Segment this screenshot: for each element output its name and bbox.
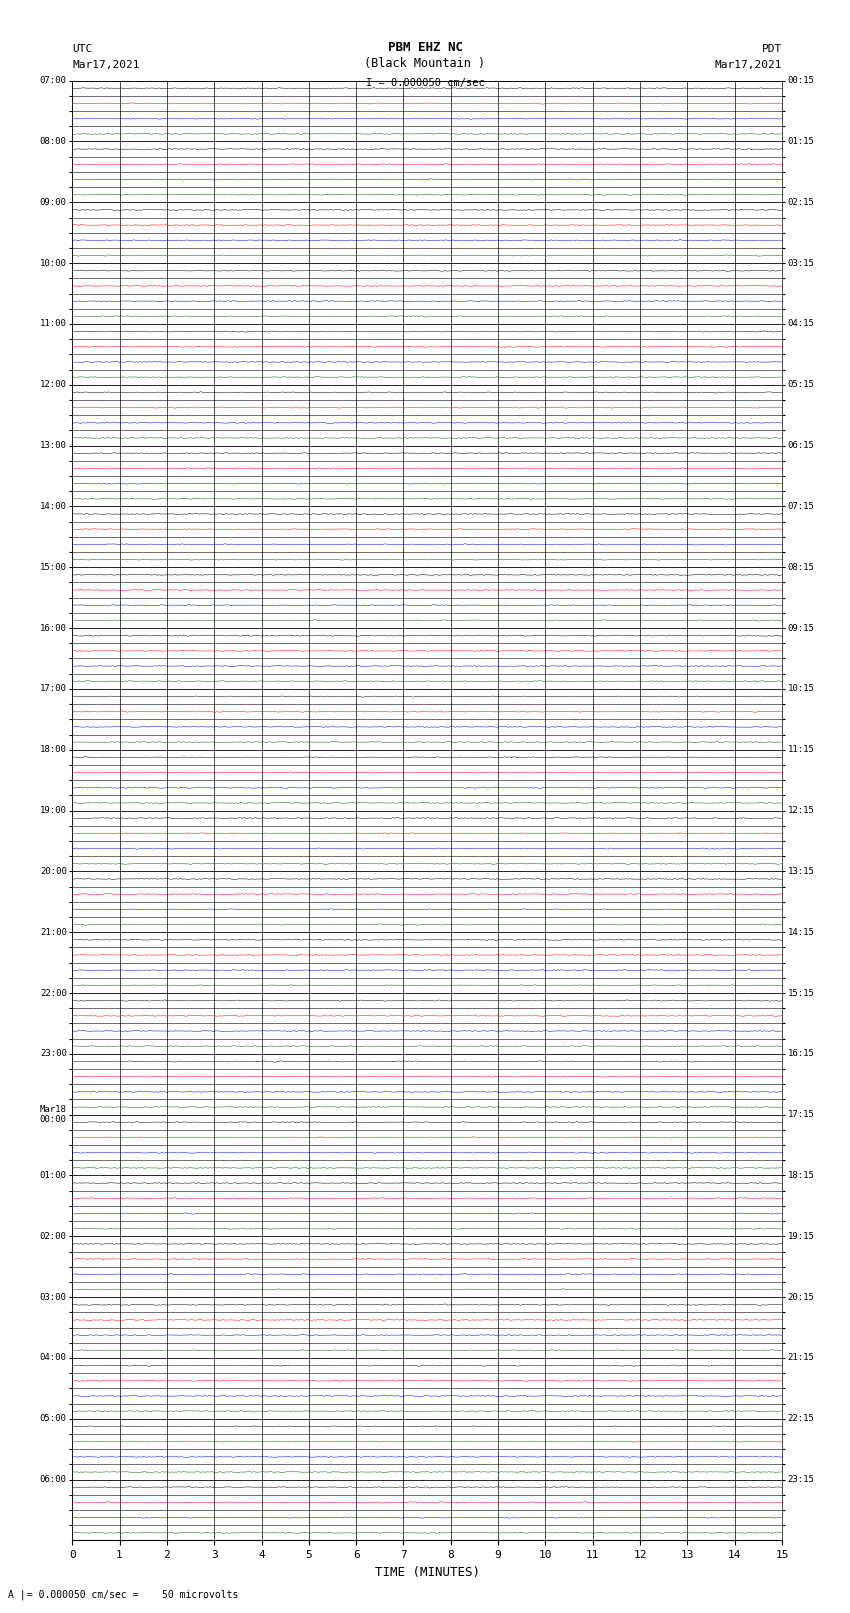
Text: (Black Mountain ): (Black Mountain ) (365, 56, 485, 71)
Text: Mar17,2021: Mar17,2021 (715, 60, 782, 71)
X-axis label: TIME (MINUTES): TIME (MINUTES) (375, 1566, 479, 1579)
Text: PDT: PDT (762, 44, 782, 53)
Text: PBM EHZ NC: PBM EHZ NC (388, 40, 462, 53)
Text: Mar17,2021: Mar17,2021 (72, 60, 139, 71)
Text: = 0.000050 cm/sec =    50 microvolts: = 0.000050 cm/sec = 50 microvolts (21, 1590, 239, 1600)
Text: I = 0.000050 cm/sec: I = 0.000050 cm/sec (366, 77, 484, 87)
Text: A |: A | (8, 1589, 26, 1600)
Text: UTC: UTC (72, 44, 93, 53)
